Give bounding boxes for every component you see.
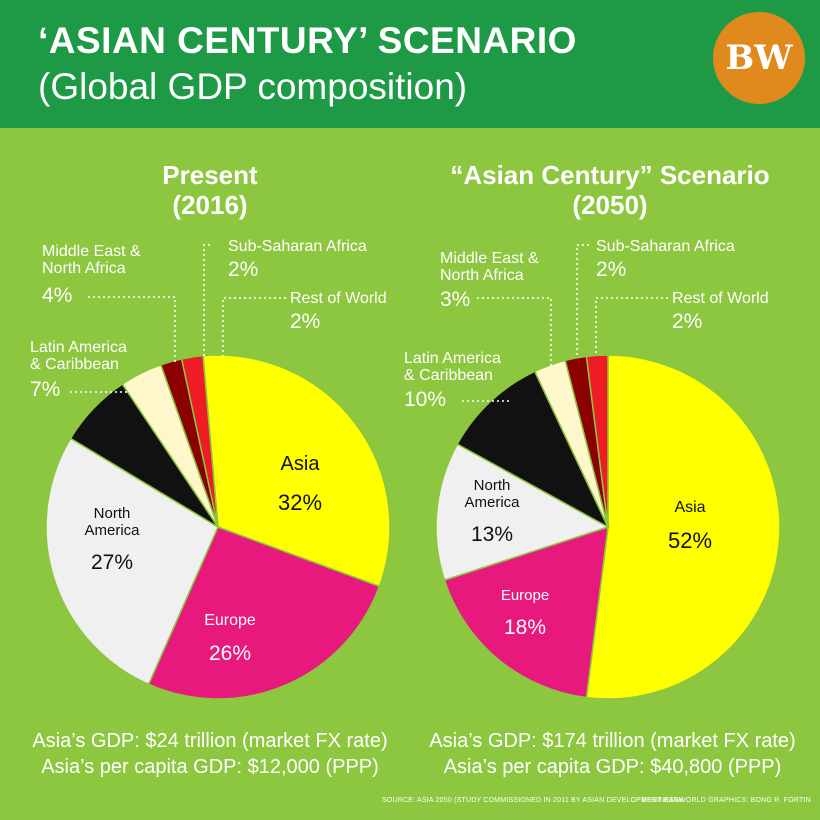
label-middle-east-right-line2: North Africa [440, 267, 524, 284]
label-latam-right: Latin America & Caribbean [404, 350, 501, 384]
leader-lines [70, 244, 668, 402]
leader-middle-east-left [88, 296, 176, 365]
pct-middle-east-right: 3% [440, 288, 471, 311]
chart-right-heading: “Asian Century” Scenario (2050) [440, 160, 780, 220]
slice-name-north-america: America [84, 522, 140, 539]
label-middle-east-left: Middle East & North Africa [42, 243, 141, 277]
pct-middle-east-left: 4% [42, 284, 73, 307]
slice-name-north-america: North [474, 477, 511, 494]
label-latam-left: Latin America & Caribbean [30, 339, 127, 373]
label-subsaharan-right: Sub-Saharan Africa [596, 238, 735, 255]
slice-name-asia: Asia [281, 453, 321, 475]
slice-name-north-america: America [464, 494, 520, 511]
leader-rest-right [595, 297, 668, 356]
label-middle-east-left-line2: North Africa [42, 260, 126, 277]
pie-slice-north-america [435, 443, 610, 582]
label-middle-east-right: Middle East & North Africa [440, 250, 539, 284]
pct-subsaharan-left: 2% [228, 258, 259, 281]
bw-logo-text: BW [725, 38, 793, 78]
pct-rest-left: 2% [290, 310, 321, 333]
chart-left-title: Present [162, 160, 258, 190]
title-banner: ‘ASIAN CENTURY’ SCENARIO (Global GDP com… [0, 0, 820, 128]
graphics-credit: BUSINESSWORLD GRAPHICS: BONG R. FORTIN [642, 797, 811, 804]
pct-latam-left: 7% [30, 378, 61, 401]
pie-slice-asia [585, 354, 781, 700]
chart-right-title: “Asian Century” Scenario [450, 160, 770, 190]
slice-pct-north-america: 27% [91, 551, 133, 574]
leader-subsaharan-left [203, 244, 210, 356]
slice-pct-asia: 32% [278, 490, 322, 515]
label-rest-left: Rest of World [290, 290, 387, 307]
slice-name-europe: Europe [501, 587, 549, 604]
summary-right-gdp: Asia’s GDP: $174 trillion (market FX rat… [429, 730, 796, 752]
label-latam-left-line2: & Caribbean [30, 356, 119, 373]
leader-subsaharan-right [576, 244, 589, 356]
summary-right-per-capita: Asia’s per capita GDP: $40,800 (PPP) [443, 756, 782, 778]
slice-name-asia: Asia [674, 499, 705, 516]
slice-name-europe: Europe [204, 612, 256, 629]
label-latam-right-line1: Latin America [404, 350, 501, 367]
summary-left-per-capita: Asia’s per capita GDP: $12,000 (PPP) [41, 756, 379, 778]
pie-slice-latam [456, 370, 610, 529]
leader-rest-left [222, 297, 286, 356]
label-subsaharan-left: Sub-Saharan Africa [228, 238, 367, 255]
bw-logo: BW [713, 12, 805, 104]
chart-left-heading: Present (2016) [110, 160, 310, 220]
label-middle-east-left-line1: Middle East & [42, 243, 141, 260]
chart-left-year: (2016) [172, 190, 248, 220]
summary-left-gdp: Asia’s GDP: $24 trillion (market FX rate… [32, 730, 388, 752]
slice-pct-europe: 18% [504, 616, 546, 639]
pie-slice-rest-of-world [180, 354, 219, 528]
pie-slice-north-america [45, 437, 219, 686]
label-rest-right: Rest of World [672, 290, 769, 307]
pie-slice-europe [443, 525, 609, 699]
slice-pct-asia: 52% [668, 528, 712, 553]
chart-right-year: (2050) [572, 190, 648, 220]
pie-slice-asia [202, 354, 391, 588]
slice-pct-europe: 26% [209, 642, 251, 665]
label-latam-right-line2: & Caribbean [404, 367, 493, 384]
pct-latam-right: 10% [404, 388, 447, 411]
pie-slice-europe [147, 526, 381, 700]
pct-subsaharan-right: 2% [596, 258, 627, 281]
label-middle-east-right-line1: Middle East & [440, 250, 539, 267]
page-title: ‘ASIAN CENTURY’ SCENARIO [38, 20, 577, 61]
label-latam-left-line1: Latin America [30, 339, 127, 356]
slice-name-north-america: North [94, 505, 131, 522]
pie-slice-rest-of-world [585, 354, 609, 528]
pct-rest-right: 2% [672, 310, 703, 333]
slice-pct-north-america: 13% [471, 523, 513, 546]
source-note: SOURCE: ASIA 2050 (STUDY COMMISSIONED IN… [382, 797, 684, 804]
leader-middle-east-right [477, 297, 552, 370]
page-subtitle: (Global GDP composition) [38, 66, 468, 107]
